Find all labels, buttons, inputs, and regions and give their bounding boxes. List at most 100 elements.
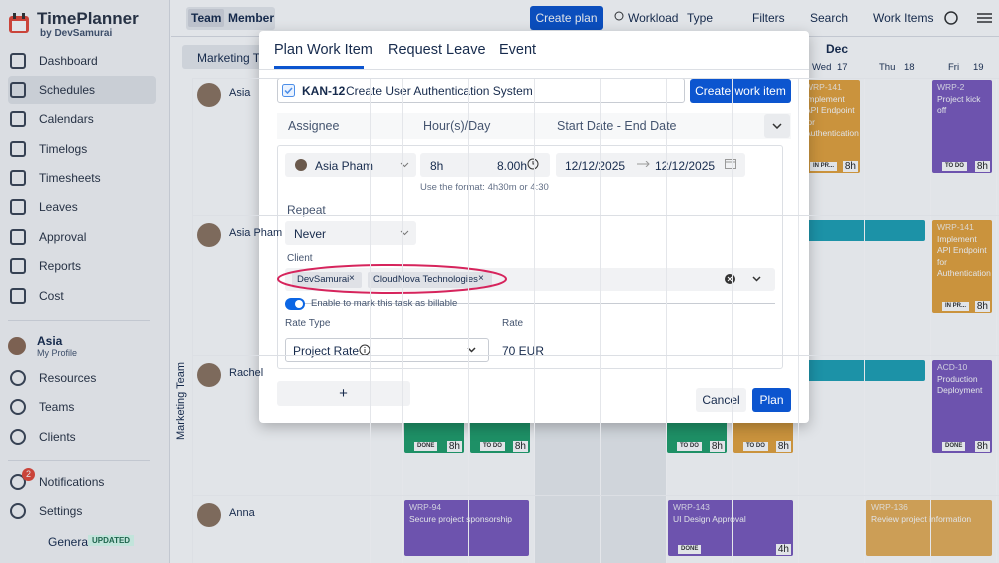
card-hours: 8h (974, 441, 990, 452)
modal-tab[interactable]: Event (499, 42, 537, 58)
card-hours: 8h (512, 441, 528, 452)
chip-remove[interactable]: × (349, 273, 355, 284)
divider (8, 320, 150, 321)
nav-label: Calendars (39, 112, 94, 126)
grid-col (930, 78, 931, 563)
sidebar: TimePlanner by DevSamurai Dashboard Sched… (0, 0, 170, 563)
nav-item[interactable]: Resources (8, 364, 156, 392)
tab[interactable]: Team (188, 9, 225, 27)
add-button[interactable]: + (277, 381, 410, 406)
card-key: ACD-10 (937, 362, 968, 372)
nav-item[interactable]: Leaves (8, 193, 156, 221)
repeat-select[interactable] (285, 221, 416, 245)
nav-label: Schedules (39, 83, 96, 97)
nav-item[interactable]: Settings (8, 497, 156, 525)
submit[interactable]: Plan (752, 388, 791, 412)
card-status: IN PR... (810, 162, 838, 171)
toggle[interactable] (285, 298, 305, 310)
chip-remove[interactable]: × (478, 273, 484, 284)
action[interactable]: Work Items (873, 11, 934, 25)
action[interactable]: Workload (628, 11, 679, 25)
person-name: Asia (229, 87, 251, 99)
expand[interactable] (764, 114, 790, 138)
divider (259, 69, 809, 70)
avatar (197, 223, 221, 247)
calendar (725, 159, 736, 169)
tab-underline (274, 66, 364, 69)
card-hours: 4h (775, 544, 791, 555)
hours-total: 8.00h (497, 159, 528, 173)
card[interactable]: WRP-143 UI Design Approval DONE 4h (668, 500, 793, 556)
client-icons (725, 274, 761, 284)
nav-item[interactable]: Approval (8, 223, 156, 251)
chip (368, 272, 492, 288)
rate-type-select[interactable] (285, 338, 489, 362)
settings-general[interactable]: General (48, 535, 91, 549)
nav-label: Approval (39, 230, 87, 244)
nav-icon (10, 170, 26, 186)
nav-item[interactable]: Notifications (8, 468, 156, 496)
nav-icon (10, 82, 26, 98)
nav-icon (10, 229, 26, 245)
divider (8, 460, 150, 461)
person-name: Anna (229, 507, 255, 519)
card-hours: 8h (974, 161, 990, 172)
day-num: 18 (904, 62, 915, 73)
card-hours: 8h (709, 441, 725, 452)
modal-tab[interactable]: Request Leave (388, 42, 486, 58)
day-name: Wed (812, 62, 832, 73)
nav-item[interactable]: Timelogs (8, 135, 156, 163)
nav-icon (10, 399, 26, 415)
card-status: TO DO (743, 442, 768, 451)
grid-col (864, 78, 865, 563)
action[interactable]: Filters (752, 11, 785, 25)
nav-item[interactable]: Clients (8, 423, 156, 451)
hint: Use the format: 4h30m or 4:30 (420, 182, 549, 193)
nav-item[interactable]: Teams (8, 393, 156, 421)
nav-item[interactable]: Calendars (8, 105, 156, 133)
cancel[interactable]: Cancel (696, 388, 746, 412)
nav-item[interactable]: Schedules (8, 76, 156, 104)
nav-label: Timesheets (39, 171, 101, 185)
profile-name[interactable]: Asia (37, 334, 63, 348)
tab[interactable]: Member (228, 11, 275, 25)
avatar (197, 503, 221, 527)
highlight-ellipse (277, 264, 507, 294)
nav-label: Notifications (39, 475, 105, 489)
card[interactable]: WRP-141 Implement API Endpoint for Authen… (932, 220, 992, 313)
nav-label: Reports (39, 259, 82, 273)
icon (614, 11, 624, 21)
action[interactable]: Type (687, 11, 714, 25)
item-title: Create User Authentication System (346, 84, 533, 98)
grid-col (370, 78, 371, 563)
card-title: Secure project sponsorship (409, 513, 513, 524)
card[interactable]: WRP-94 Secure project sponsorship (404, 500, 529, 556)
action[interactable]: Search (810, 11, 849, 25)
card[interactable]: WRP-141 Implement API Endpoint for Authen… (800, 80, 860, 173)
modal-tab[interactable]: Plan Work Item (274, 42, 373, 58)
create-plan[interactable]: Create plan (530, 6, 603, 30)
month: Dec (826, 42, 849, 56)
avatar (295, 159, 307, 171)
card[interactable]: ACD-10 Production Deployment DONE 8h (932, 360, 992, 453)
avatar (197, 83, 221, 107)
nav-item[interactable]: Cost (8, 282, 156, 310)
group-tab[interactable]: Marketing Team (182, 45, 262, 69)
card-title: Review project information (871, 513, 972, 524)
card-title: UI Design Approval (673, 513, 746, 524)
create-work-item[interactable]: Create work item (690, 79, 791, 103)
card-title: Production Deployment (937, 373, 983, 396)
app-title: TimePlanner (37, 9, 139, 28)
card[interactable]: WRP-136 Review project information (866, 500, 992, 556)
nav-label: Teams (39, 400, 75, 414)
date-range[interactable] (556, 153, 745, 177)
card-status: IN PR... (942, 302, 970, 311)
nav-item[interactable]: Timesheets (8, 164, 156, 192)
nav-item[interactable]: Reports (8, 252, 156, 280)
day-name: Thu (879, 62, 896, 73)
profile-sub[interactable]: My Profile (37, 348, 78, 358)
card-key: WRP-143 (673, 502, 710, 512)
card[interactable]: WRP-2 Project kick off TO DO 8h (932, 80, 992, 173)
grid-col (666, 78, 667, 563)
nav-item[interactable]: Dashboard (8, 47, 156, 75)
